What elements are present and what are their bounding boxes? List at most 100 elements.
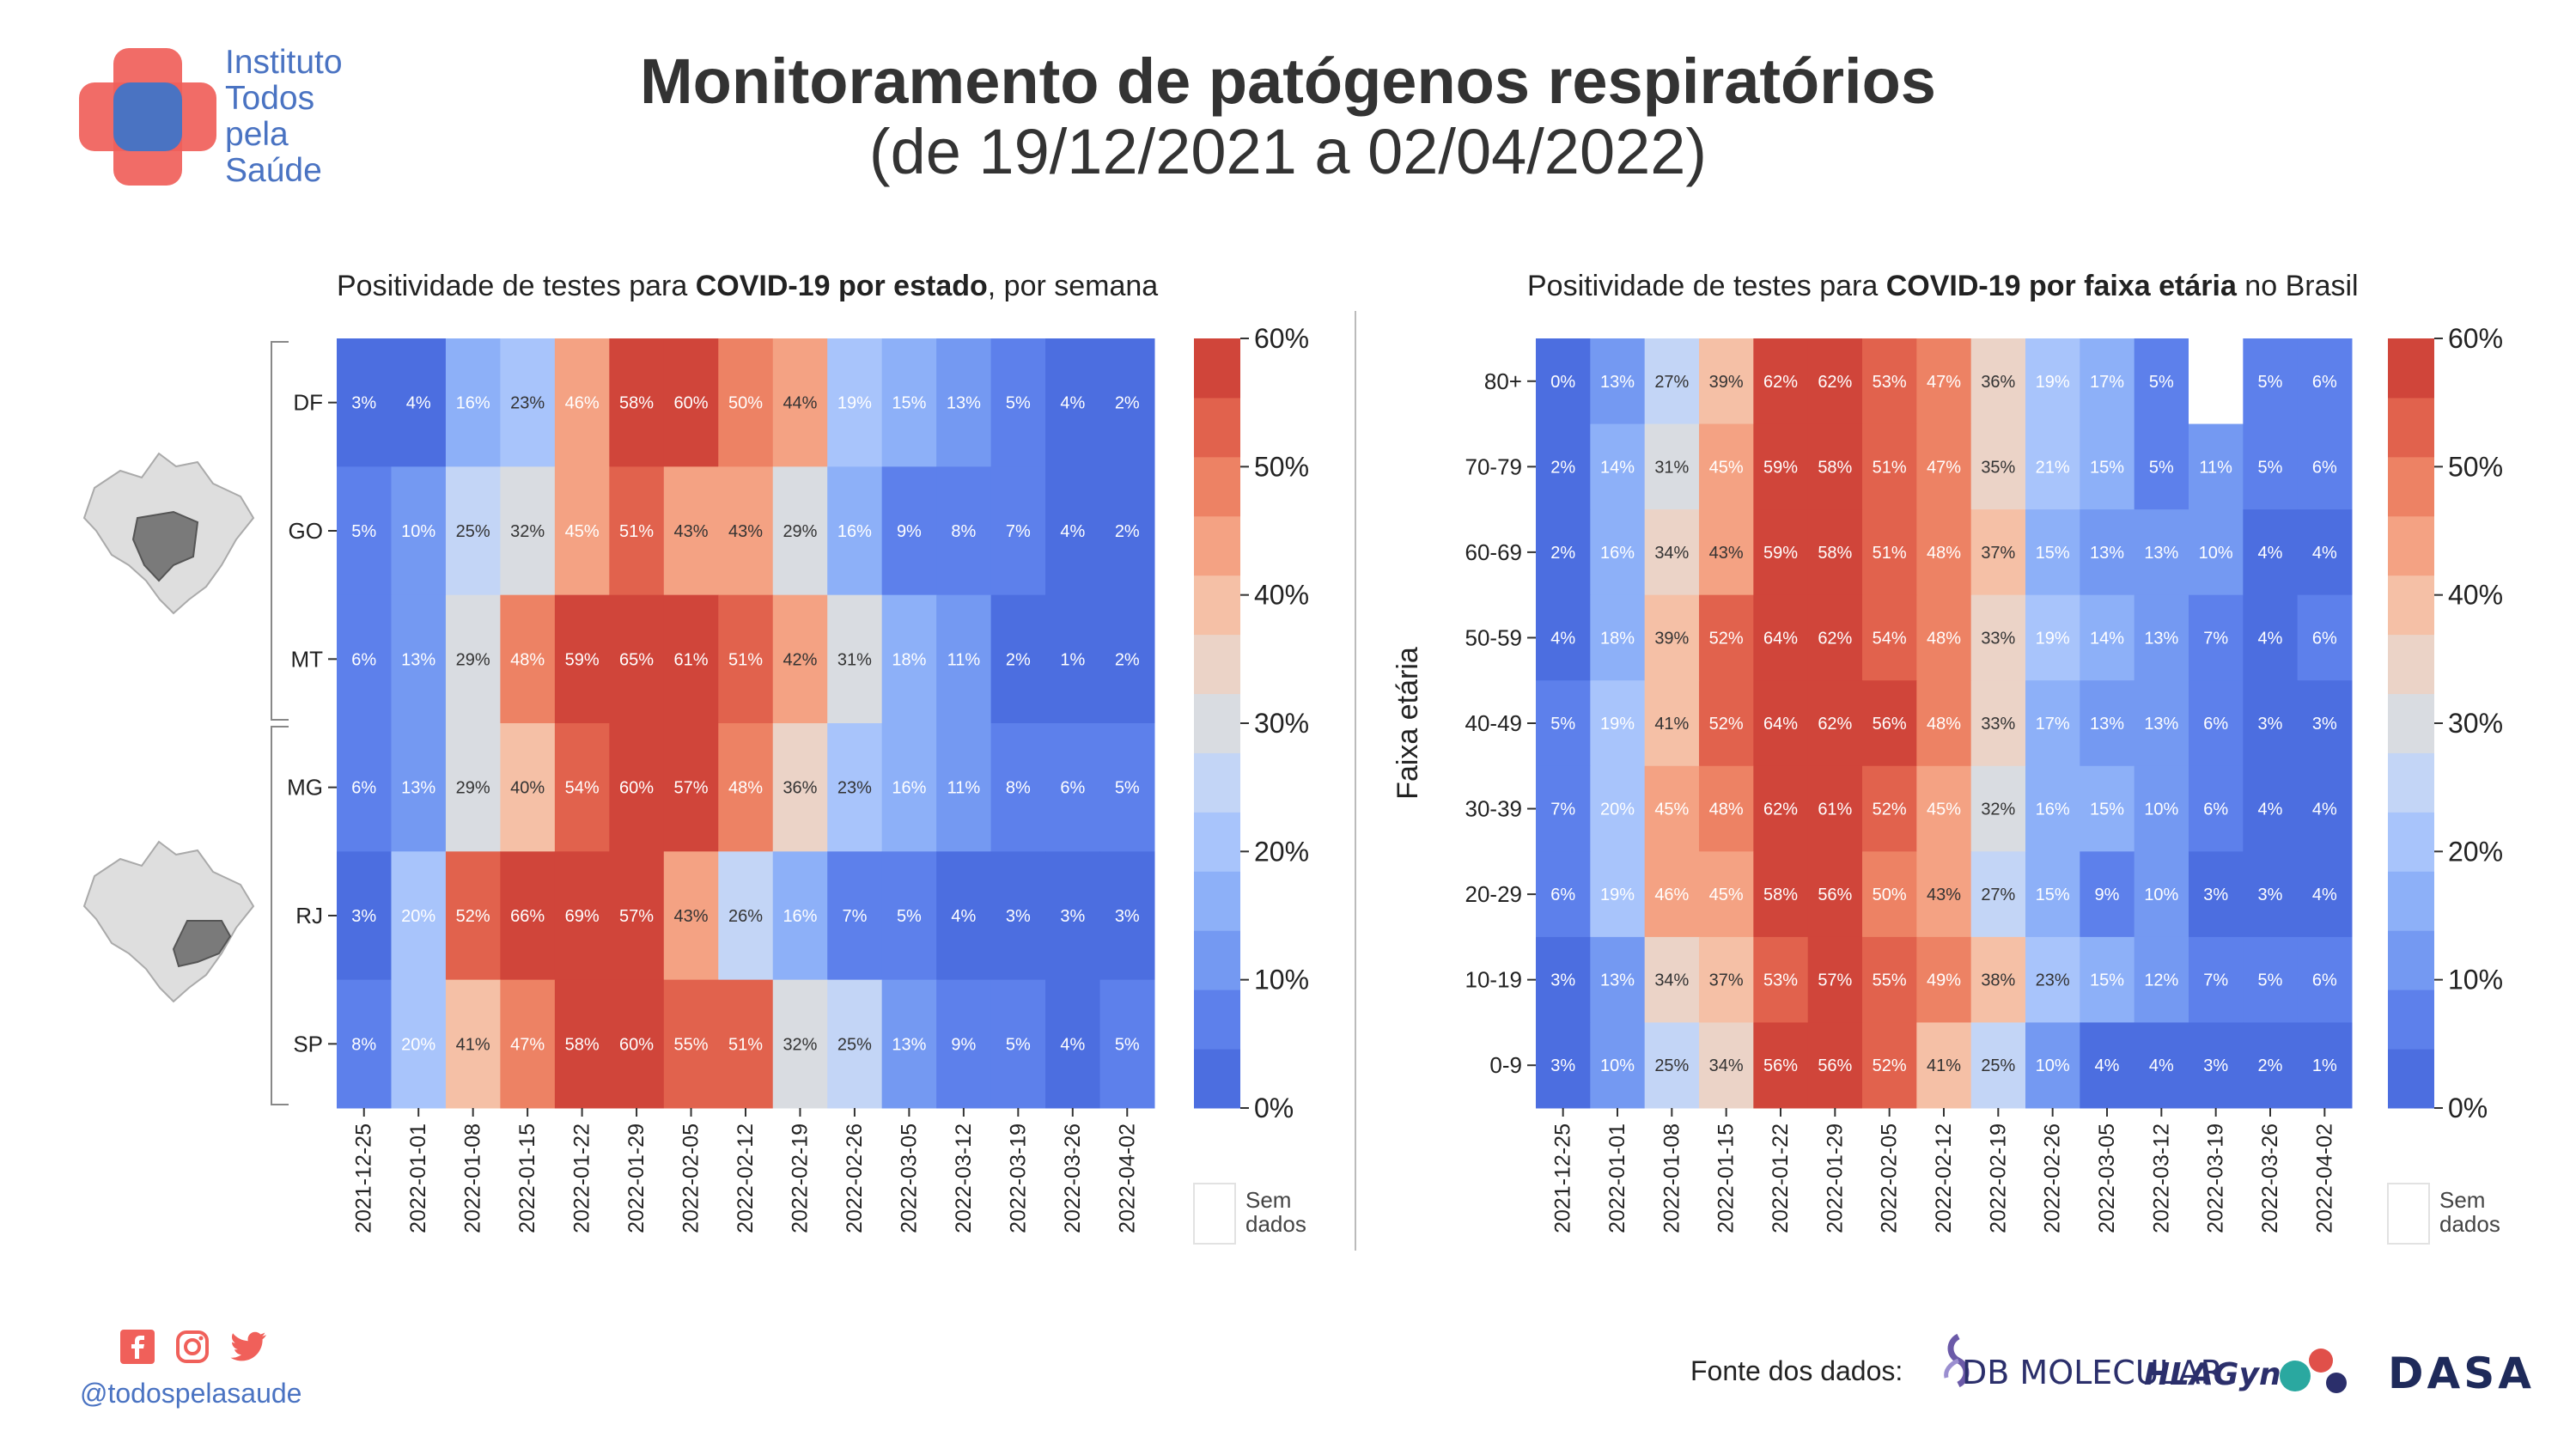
heatmap-cell bbox=[1862, 1022, 1917, 1109]
heatmap-cell bbox=[1045, 338, 1101, 467]
heatmap-cell bbox=[609, 723, 665, 852]
brazil-map-southeast-icon bbox=[82, 840, 255, 1003]
heatmap-cell bbox=[1099, 466, 1155, 596]
data-source-label: Fonte dos dados: bbox=[1690, 1355, 1903, 1386]
x-tick-label: 2022-04-02 bbox=[1115, 1123, 1139, 1233]
heatmap-cell bbox=[500, 594, 556, 724]
cell-value-label: 3% bbox=[1550, 1056, 1575, 1075]
colorbar-segment bbox=[2388, 634, 2434, 695]
cell-value-label: 9% bbox=[2095, 886, 2120, 904]
x-tick-label: 2021-12-25 bbox=[352, 1123, 376, 1233]
x-tick-label: 2022-03-19 bbox=[2204, 1123, 2228, 1233]
twitter-icon[interactable] bbox=[230, 1330, 268, 1364]
cell-value-label: 32% bbox=[510, 522, 545, 541]
x-tick-label: 2022-03-19 bbox=[1006, 1123, 1030, 1233]
heatmap-cell bbox=[2025, 338, 2080, 425]
heatmap-cell bbox=[772, 466, 828, 596]
colorbar-segment bbox=[1194, 575, 1240, 636]
x-tick-label: 2022-02-12 bbox=[734, 1123, 758, 1233]
y-tick-label: 40-49 bbox=[1465, 710, 1523, 736]
heatmap-cell bbox=[1916, 423, 1972, 510]
no-data-label-1: Sem bbox=[1245, 1187, 1291, 1213]
cell-value-label: 59% bbox=[565, 650, 600, 669]
colorbar-segment bbox=[1194, 634, 1240, 695]
heatmap-cell bbox=[827, 466, 883, 596]
logo-line-3: pela bbox=[225, 116, 289, 153]
heatmap-cell bbox=[2134, 851, 2189, 938]
heatmap-cell bbox=[1807, 594, 1863, 681]
cell-value-label: 15% bbox=[2090, 801, 2124, 819]
cell-value-label: 5% bbox=[1115, 1035, 1140, 1054]
heatmap-cell bbox=[391, 594, 447, 724]
heatmap-cell bbox=[1970, 594, 2026, 681]
heatmap-cell bbox=[500, 723, 556, 852]
colorbar-tick-label: 30% bbox=[2448, 708, 2503, 739]
colorbar-segment bbox=[1194, 397, 1240, 458]
cell-value-label: 49% bbox=[1927, 971, 1961, 990]
heatmap-cell bbox=[1699, 1022, 1754, 1109]
cell-value-label: 13% bbox=[401, 779, 435, 798]
facebook-icon[interactable] bbox=[120, 1330, 155, 1364]
cell-value-label: 12% bbox=[2144, 971, 2178, 990]
cell-value-label: 43% bbox=[674, 522, 709, 541]
cell-value-label: 5% bbox=[351, 522, 376, 541]
cell-value-label: 13% bbox=[2144, 544, 2178, 563]
heatmap-cell bbox=[445, 851, 501, 981]
cell-value-label: 15% bbox=[2090, 458, 2124, 477]
cell-value-label: 51% bbox=[1873, 544, 1907, 563]
heatmap-cell bbox=[1590, 1022, 1646, 1109]
heatmap-cell bbox=[2080, 338, 2135, 425]
heatmap-cell bbox=[1753, 680, 1809, 767]
cell-value-label: 3% bbox=[1060, 907, 1085, 926]
heatmap-cell bbox=[827, 851, 883, 981]
colorbar-tick-label: 10% bbox=[2448, 965, 2503, 995]
heatmap-cell bbox=[881, 466, 937, 596]
heatmap-cell bbox=[500, 466, 556, 596]
heatmap-cell bbox=[1045, 466, 1101, 596]
heatmap-cell bbox=[1536, 936, 1591, 1023]
colorbar-segment bbox=[1194, 338, 1240, 399]
left-heatmap: 3% 4% 16% 23% 46% 58% 60% 50% 44% 19% 15% 13% 5% 4% 2%… bbox=[271, 323, 1309, 1245]
cell-value-label: 42% bbox=[783, 650, 817, 669]
cell-value-label: 13% bbox=[2144, 629, 2178, 648]
cell-value-label: 44% bbox=[783, 394, 817, 413]
cell-value-label: 7% bbox=[2203, 629, 2228, 648]
cell-value-label: 6% bbox=[2312, 373, 2337, 392]
cell-value-label: 4% bbox=[2312, 544, 2337, 563]
heatmap-cell bbox=[2134, 338, 2189, 425]
cell-value-label: 47% bbox=[510, 1035, 545, 1054]
page-title: Monitoramento de patógenos respiratórios bbox=[640, 46, 1936, 117]
heatmap-cell bbox=[391, 979, 447, 1109]
cell-value-label: 57% bbox=[1818, 971, 1852, 990]
cell-value-label: 5% bbox=[1550, 715, 1575, 734]
social-handle[interactable]: @todospelasaude bbox=[80, 1378, 302, 1409]
y-tick-label: 0-9 bbox=[1489, 1052, 1522, 1078]
cell-value-label: 48% bbox=[1927, 629, 1961, 648]
cell-value-label: 53% bbox=[1763, 971, 1798, 990]
x-tick-label: 2022-02-19 bbox=[1986, 1123, 2010, 1233]
cell-value-label: 4% bbox=[2312, 801, 2337, 819]
cell-value-label: 5% bbox=[2149, 458, 2174, 477]
cell-value-label: 4% bbox=[1060, 394, 1085, 413]
x-tick-label: 2022-04-02 bbox=[2312, 1123, 2336, 1233]
cell-value-label: 2% bbox=[1550, 458, 1575, 477]
heatmap-cell bbox=[2297, 936, 2353, 1023]
cell-value-label: 13% bbox=[2090, 544, 2124, 563]
cell-value-label: 6% bbox=[2312, 971, 2337, 990]
heatmap-cell bbox=[1099, 979, 1155, 1109]
heatmap-cell bbox=[1644, 851, 1700, 938]
cell-value-label: 5% bbox=[2258, 373, 2283, 392]
instagram-icon[interactable] bbox=[175, 1330, 210, 1364]
left-chart-title-suffix: , por semana bbox=[987, 270, 1159, 302]
heatmap-cell bbox=[1099, 594, 1155, 724]
cell-value-label: 13% bbox=[1600, 971, 1635, 990]
cell-value-label: 16% bbox=[1600, 544, 1635, 563]
heatmap-cell bbox=[1970, 338, 2026, 425]
heatmap-cell bbox=[500, 979, 556, 1109]
cell-value-label: 53% bbox=[1873, 373, 1907, 392]
y-tick-label: 70-79 bbox=[1465, 454, 1523, 479]
cell-value-label: 19% bbox=[2036, 629, 2070, 648]
y-tick-label: 30-39 bbox=[1465, 796, 1523, 822]
cell-value-label: 14% bbox=[1600, 458, 1635, 477]
cell-value-label: 50% bbox=[728, 394, 763, 413]
